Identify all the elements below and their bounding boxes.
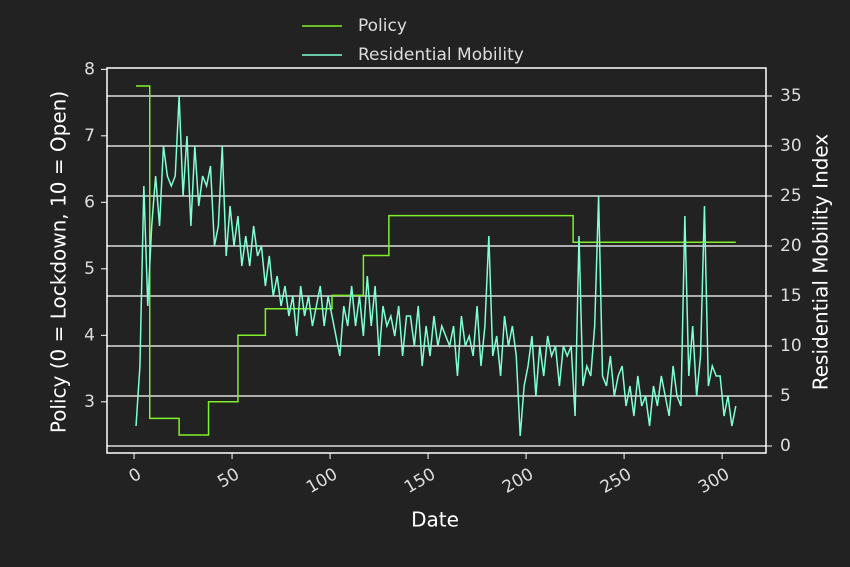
y-tick-label: 5: [84, 259, 95, 279]
x-axis-label: Date: [411, 508, 459, 532]
y2-tick-label: 15: [780, 286, 802, 306]
y2-tick-label: 25: [780, 186, 802, 206]
y-tick-label: 7: [84, 126, 95, 146]
line-series: [135, 95, 737, 437]
y-tick-label: 4: [84, 325, 95, 345]
y-tick-label: 6: [84, 192, 95, 212]
y-axis-label: Policy (0 = Lockdown, 10 = Open): [47, 91, 71, 433]
y-tick-label: 8: [84, 59, 95, 79]
y2-tick-label: 35: [780, 86, 802, 106]
y2-axis-label: Residential Mobility Index: [809, 134, 833, 391]
line-series: [136, 85, 736, 436]
y2-tick-label: 5: [780, 386, 791, 406]
y-tick-label: 3: [84, 392, 95, 412]
y2-tick-label: 10: [780, 336, 802, 356]
y2-tick-label: 30: [780, 136, 802, 156]
legend-label: Residential Mobility: [358, 45, 524, 65]
legend-label: Policy: [358, 16, 407, 36]
y2-tick-label: 20: [780, 236, 802, 256]
y2-tick-label: 0: [780, 436, 791, 456]
plot-frame: [106, 67, 767, 454]
